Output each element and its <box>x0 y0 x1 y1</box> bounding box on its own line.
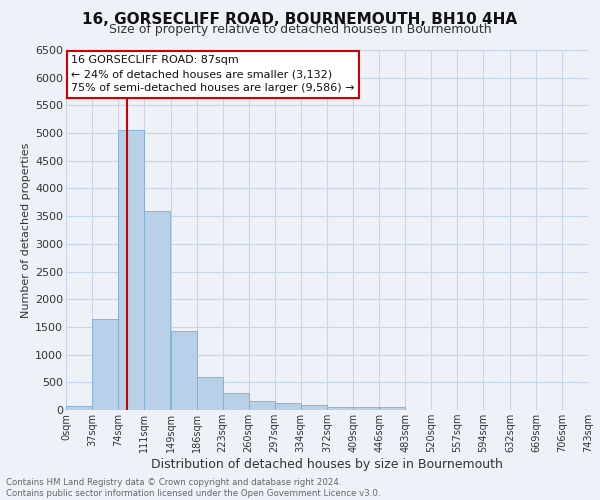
Bar <box>379 407 406 410</box>
Bar <box>301 405 326 410</box>
Bar <box>248 401 275 410</box>
Text: Size of property relative to detached houses in Bournemouth: Size of property relative to detached ho… <box>109 22 491 36</box>
Bar <box>66 406 92 410</box>
Bar <box>275 404 301 410</box>
Text: 16 GORSECLIFF ROAD: 87sqm
← 24% of detached houses are smaller (3,132)
75% of se: 16 GORSECLIFF ROAD: 87sqm ← 24% of detac… <box>71 56 355 94</box>
Text: Contains HM Land Registry data © Crown copyright and database right 2024.
Contai: Contains HM Land Registry data © Crown c… <box>6 478 380 498</box>
Bar <box>118 130 144 410</box>
Bar <box>197 377 223 410</box>
X-axis label: Distribution of detached houses by size in Bournemouth: Distribution of detached houses by size … <box>151 458 503 471</box>
Y-axis label: Number of detached properties: Number of detached properties <box>21 142 31 318</box>
Bar <box>170 332 197 410</box>
Bar <box>328 407 353 410</box>
Bar <box>353 406 379 410</box>
Text: 16, GORSECLIFF ROAD, BOURNEMOUTH, BH10 4HA: 16, GORSECLIFF ROAD, BOURNEMOUTH, BH10 4… <box>82 12 518 28</box>
Bar <box>223 394 248 410</box>
Bar <box>92 319 118 410</box>
Bar <box>144 210 170 410</box>
